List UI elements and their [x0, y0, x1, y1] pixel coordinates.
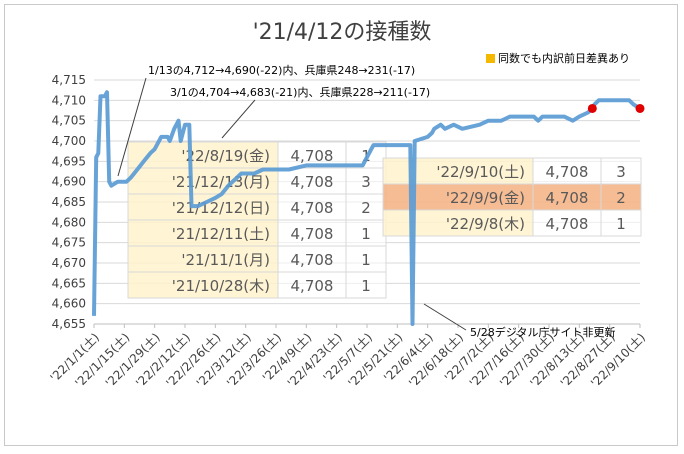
highlight-marker [587, 103, 597, 113]
table-cell-count: 3 [361, 173, 371, 191]
table-cell-count: 1 [616, 215, 626, 233]
annotation-leader [221, 99, 256, 139]
table-cell-count: 2 [361, 199, 371, 217]
table-left: '22/8/19(金) 4,708 1 '21/12/13(月) 4,708 3 '21/1… [127, 141, 387, 299]
table-cell-date: '22/9/10(土) [436, 163, 525, 181]
table-cell-bg [127, 271, 279, 299]
table-cell-bg [600, 183, 642, 211]
table-cell-value: 4,708 [546, 215, 589, 233]
y-tick-label: 4,710 [52, 93, 86, 107]
chart-frame [4, 4, 678, 446]
annotation-text: 3/1の4,704→4,683(-21)内、兵庫県228→211(-17) [170, 85, 430, 99]
chart-title: '21/4/12の接種数 [252, 20, 432, 45]
table-right: '22/9/10(土) 4,708 3 '22/9/9(金) 4,708 2 '22/9/8… [382, 157, 642, 237]
table-cell-value: 4,708 [291, 251, 334, 269]
table-cell-date: '21/12/13(月) [172, 173, 270, 191]
table-cell-date: '21/12/12(日) [172, 199, 270, 217]
table-cell-bg [345, 271, 387, 299]
series-line [92, 90, 642, 326]
table-cell-value: 4,708 [546, 163, 589, 181]
y-tick-label: 4,660 [52, 297, 86, 311]
highlight-marker [635, 103, 645, 113]
table-cell-bg [127, 245, 279, 273]
table-cell-bg [532, 209, 602, 237]
table-cell-bg [600, 209, 642, 237]
table-cell-value: 4,708 [291, 199, 334, 217]
table-cell-bg [277, 193, 347, 221]
table-cell-date: '21/10/28(木) [172, 277, 270, 295]
table-cell-count: 1 [361, 277, 371, 295]
table-cell-value: 4,708 [291, 277, 334, 295]
table-cell-value: 4,708 [291, 147, 334, 165]
y-tick-label: 4,695 [52, 154, 86, 168]
legend: 同数でも内訳前日差異あり [486, 50, 630, 66]
table-cell-value: 4,708 [546, 189, 589, 207]
table-cell-bg [345, 219, 387, 247]
y-tick-label: 4,715 [52, 73, 86, 87]
table-cell-bg [382, 157, 534, 185]
legend-swatch [486, 53, 495, 63]
y-tick-label: 4,675 [52, 236, 86, 250]
table-cell-bg [127, 219, 279, 247]
table-cell-count: 1 [361, 225, 371, 243]
table-cell-bg [277, 271, 347, 299]
annotation-text: 5/28デジタル庁サイト非更新 [470, 325, 615, 339]
annotation-text: 1/13の4,712→4,690(-22)内、兵庫県248→231(-17) [148, 63, 415, 77]
table-cell-value: 4,708 [291, 225, 334, 243]
table-cell-count: 3 [616, 163, 626, 181]
table-cell-date: '22/9/9(金) [446, 189, 525, 207]
legend-label: 同数でも内訳前日差異あり [498, 52, 630, 65]
annotation-leader [117, 77, 147, 177]
table-cell-bg [345, 245, 387, 273]
table-cell-date: '22/9/8(木) [446, 215, 525, 233]
table-cell-bg [532, 183, 602, 211]
y-tick-label: 4,655 [52, 317, 86, 331]
table-cell-date: '22/8/19(金) [181, 147, 270, 165]
table-cell-date: '21/11/1(月) [181, 251, 270, 269]
table-cell-value: 4,708 [291, 173, 334, 191]
annotation-leader [423, 303, 467, 331]
table-cell-date: '21/12/11(土) [172, 225, 270, 243]
y-tick-label: 4,670 [52, 256, 86, 270]
y-tick-label: 4,680 [52, 215, 86, 229]
table-cell-bg [277, 245, 347, 273]
table-cell-count: 1 [361, 251, 371, 269]
y-tick-label: 4,700 [52, 134, 86, 148]
y-tick-label: 4,690 [52, 175, 86, 189]
table-cell-count: 2 [616, 189, 626, 207]
y-tick-label: 4,705 [52, 114, 86, 128]
y-tick-label: 4,665 [52, 276, 86, 290]
table-cell-bg [600, 157, 642, 185]
y-tick-label: 4,685 [52, 195, 86, 209]
